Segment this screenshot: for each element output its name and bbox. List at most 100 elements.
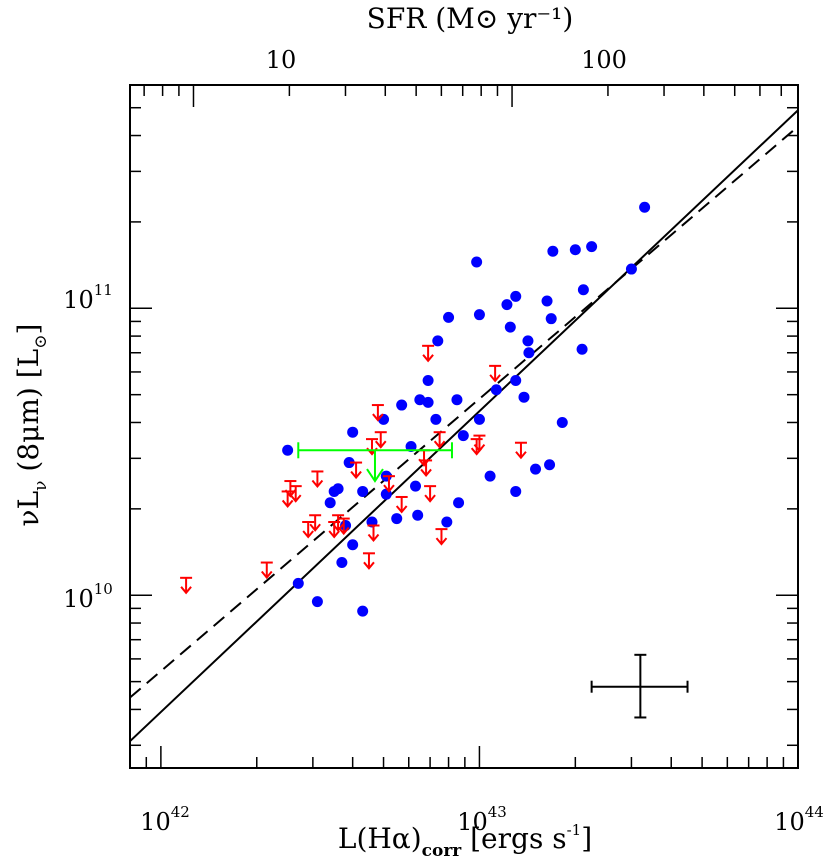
- detection-point: [324, 497, 336, 509]
- detection-point: [432, 335, 444, 347]
- detection-point: [522, 335, 534, 347]
- upper-limit-marker: [362, 552, 375, 570]
- detection-point: [357, 605, 369, 617]
- detection-point: [311, 596, 323, 608]
- typical-error-bar: [590, 653, 689, 719]
- detection-point: [576, 343, 588, 355]
- axis-ticks: [129, 84, 799, 768]
- upper-limit-marker: [382, 475, 395, 493]
- fit-line-dashed: [129, 125, 799, 699]
- x-axis-label: L(Hα)corr [ergs s-1]: [338, 821, 592, 859]
- x-tick-label-44: 1044: [774, 803, 824, 836]
- detection-point: [357, 485, 369, 497]
- upper-limit-marker: [289, 485, 302, 503]
- detection-point: [501, 299, 513, 311]
- upper-limit-marker: [302, 520, 315, 539]
- upper-limit-head: [302, 530, 314, 539]
- detection-point: [586, 241, 598, 253]
- upper-limit-marker: [395, 495, 408, 514]
- detection-point: [412, 509, 424, 521]
- stacked-point: [297, 442, 453, 483]
- upper-limit-head: [395, 505, 408, 514]
- upper-limit-marker: [367, 524, 380, 543]
- detection-point: [510, 375, 522, 387]
- top-axis-title: SFR (M⊙ yr⁻¹): [367, 2, 574, 35]
- detection-point: [347, 426, 359, 438]
- detection-point: [547, 245, 559, 257]
- fit-lines: [129, 109, 799, 742]
- detection-point: [471, 256, 483, 268]
- detection-point: [414, 394, 426, 406]
- detection-point: [556, 416, 568, 428]
- upper-limit-head: [367, 533, 380, 543]
- upper-limit-marker: [422, 344, 435, 363]
- upper-limit-head: [374, 440, 387, 449]
- upper-limit-marker: [180, 576, 193, 595]
- top-tick-label-100: 100: [581, 46, 627, 74]
- top-tick-label-10: 10: [266, 46, 297, 74]
- upper-limit-head: [383, 484, 395, 493]
- detection-point: [430, 413, 442, 425]
- upper-limit-marker: [371, 404, 384, 422]
- upper-limit-marker: [418, 449, 431, 467]
- upper-limit-arrows: [180, 344, 527, 595]
- detection-point: [530, 463, 542, 475]
- detection-point: [510, 485, 522, 497]
- upper-limit-head: [489, 374, 501, 383]
- upper-limit-head: [289, 494, 302, 503]
- y-tick-label-10: 1010: [63, 580, 113, 613]
- detection-point: [523, 347, 535, 359]
- upper-limit-marker: [374, 431, 387, 449]
- detection-point: [422, 375, 434, 387]
- detection-point: [473, 413, 485, 425]
- detection-point: [473, 309, 485, 321]
- detection-point: [451, 394, 463, 406]
- upper-limit-head: [422, 354, 434, 363]
- detection-point: [541, 295, 553, 307]
- upper-limit-marker: [309, 514, 322, 532]
- upper-limit-head: [281, 499, 294, 509]
- detection-point: [336, 557, 348, 569]
- upper-limit-marker: [420, 459, 433, 477]
- detection-point: [410, 480, 422, 492]
- upper-limit-head: [420, 468, 432, 477]
- upper-limit-marker: [489, 364, 502, 383]
- plot-frame: [129, 84, 799, 769]
- detection-point: [332, 483, 344, 495]
- upper-limit-head: [337, 526, 350, 536]
- upper-limit-head: [350, 470, 362, 480]
- detection-point: [569, 244, 581, 256]
- detection-point: [396, 399, 408, 411]
- detection-point: [577, 284, 589, 296]
- upper-limit-head: [332, 523, 344, 532]
- detection-point: [504, 321, 516, 333]
- y-axis-label: νLν (8μm) [L⊙]: [12, 324, 51, 527]
- upper-limit-head: [328, 530, 340, 539]
- detection-point: [347, 539, 359, 551]
- upper-limit-head: [180, 586, 192, 595]
- detection-point: [405, 440, 417, 452]
- detection-point: [292, 577, 304, 589]
- detection-point: [443, 311, 455, 323]
- upper-limit-head: [435, 537, 448, 546]
- detection-points: [282, 201, 651, 617]
- detection-point: [343, 457, 355, 469]
- upper-limit-head: [261, 570, 273, 580]
- detection-point: [282, 444, 294, 456]
- detection-point: [422, 396, 434, 408]
- upper-limit-marker: [284, 480, 297, 498]
- upper-limit-marker: [433, 431, 446, 449]
- detection-point: [453, 497, 465, 509]
- detection-point: [518, 391, 530, 403]
- upper-limit-marker: [350, 461, 363, 480]
- detection-point: [457, 430, 469, 442]
- detection-point: [544, 459, 556, 471]
- x-tick-label-42: 1042: [140, 803, 190, 836]
- upper-limit-head: [433, 440, 446, 449]
- detection-point: [625, 263, 637, 275]
- detection-point: [510, 290, 522, 302]
- upper-limit-head: [363, 561, 375, 570]
- upper-limit-head: [372, 413, 384, 422]
- upper-limit-marker: [435, 528, 448, 546]
